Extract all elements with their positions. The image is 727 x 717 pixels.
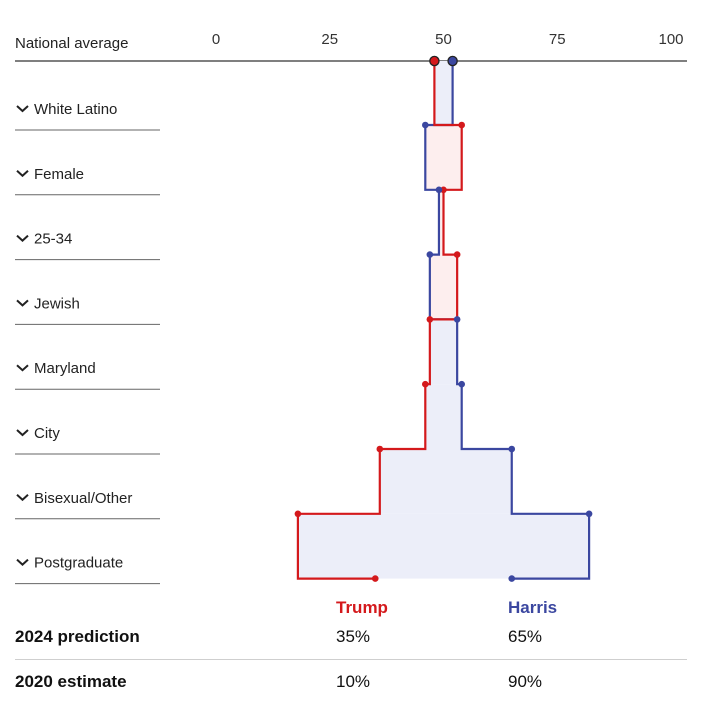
series-points <box>294 55 593 582</box>
range-fill-2 <box>438 189 444 255</box>
harris-point-6 <box>508 445 516 453</box>
summary-label-2020: 2020 estimate <box>15 672 127 691</box>
harris-point-4 <box>453 316 461 323</box>
chevron-down-icon[interactable] <box>16 105 29 113</box>
x-axis-ticks: 0 25 50 75 100 <box>212 31 684 48</box>
harris-point-8 <box>508 575 516 582</box>
summary-label-2024: 2024 prediction <box>15 627 140 646</box>
x-tick-0: 0 <box>212 31 220 48</box>
x-tick-75: 75 <box>549 31 566 48</box>
chevron-down-icon[interactable] <box>16 558 29 566</box>
trump-national-point <box>429 55 440 67</box>
trump-point-6 <box>376 445 384 453</box>
x-tick-25: 25 <box>321 31 338 48</box>
chevron-down-icon[interactable] <box>16 170 29 178</box>
trump-point-3 <box>453 251 461 258</box>
summary-harris-2024: 65% <box>508 627 543 646</box>
x-tick-100: 100 <box>658 31 683 48</box>
range-fill-4 <box>429 319 458 385</box>
harris-point-2 <box>435 186 443 194</box>
summary-trump-2024: 35% <box>336 627 371 646</box>
group-label-7[interactable]: Postgraduate <box>34 555 123 572</box>
trump-point-1 <box>458 121 466 129</box>
chevron-down-icon[interactable] <box>16 494 29 502</box>
harris-point-5 <box>458 380 466 388</box>
harris-point-1 <box>422 121 429 129</box>
trump-point-5 <box>422 380 429 388</box>
harris-point-7 <box>585 510 593 518</box>
chevron-down-icon[interactable] <box>16 299 29 307</box>
summary-divider <box>15 659 687 660</box>
trump-point-2 <box>440 186 447 194</box>
range-fills <box>297 61 590 579</box>
range-fill-3 <box>429 254 458 320</box>
range-fill-5 <box>425 384 462 449</box>
trump-point-4 <box>426 316 434 323</box>
group-label-0[interactable]: White Latino <box>34 101 117 118</box>
range-fill-1 <box>425 125 462 190</box>
harris-point-3 <box>426 251 434 258</box>
legend-harris: Harris <box>508 598 558 617</box>
group-label-3[interactable]: Jewish <box>34 295 80 312</box>
range-fill-0 <box>434 61 453 125</box>
trump-point-7 <box>294 510 302 518</box>
range-fill-7 <box>297 513 590 579</box>
group-label-6[interactable]: Bisexual/Other <box>34 490 132 507</box>
step-chart: National average 0 25 50 75 100 White Latino… <box>15 31 687 585</box>
harris-national-point <box>447 55 458 67</box>
summary-harris-2020: 90% <box>508 672 543 691</box>
group-label-4[interactable]: Maryland <box>34 360 96 377</box>
chevron-down-icon[interactable] <box>16 234 29 242</box>
legend-trump: Trump <box>336 598 388 617</box>
group-label-2[interactable]: 25-34 <box>34 231 72 248</box>
summary-trump-2020: 10% <box>336 672 371 691</box>
chevron-down-icon[interactable] <box>16 364 29 372</box>
national-average-label: National average <box>15 35 128 52</box>
chevron-down-icon[interactable] <box>16 429 29 437</box>
group-list: White Latino Female 25-34 Jewish Maryland Cit… <box>15 101 160 585</box>
group-label-1[interactable]: Female <box>34 166 84 183</box>
range-fill-6 <box>379 449 512 514</box>
group-label-5[interactable]: City <box>34 425 60 442</box>
x-tick-50: 50 <box>435 31 452 48</box>
trump-point-8 <box>371 575 379 582</box>
